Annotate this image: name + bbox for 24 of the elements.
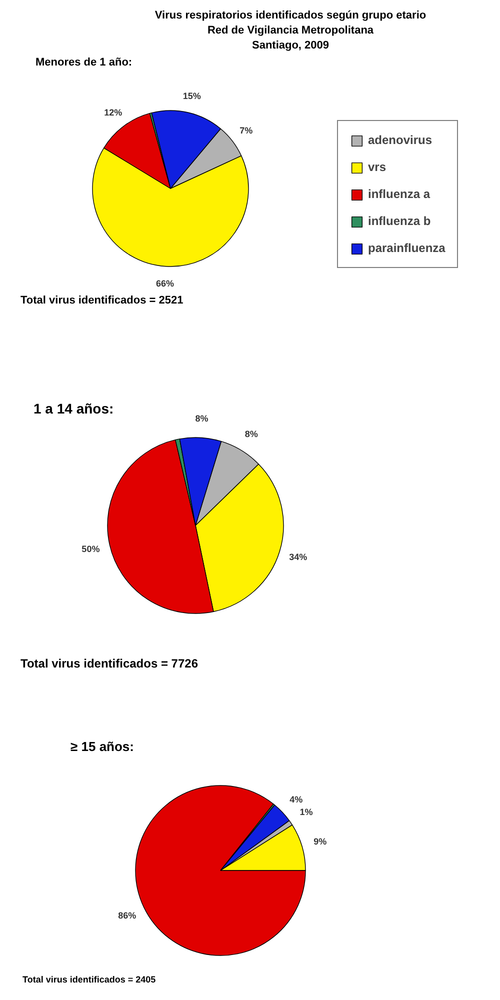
data-label: 9% — [314, 836, 327, 847]
legend-label: influenza a — [368, 187, 430, 201]
data-label: 4% — [290, 794, 303, 805]
text: Total virus identificados = 2405 — [22, 974, 156, 984]
legend-label: adenovirus — [368, 133, 432, 147]
data-label: 34% — [289, 552, 308, 562]
data-label: 8% — [244, 428, 258, 439]
text: Total virus identificados = 7726 — [20, 656, 198, 670]
legend-label: influenza b — [368, 214, 431, 228]
data-label: 50% — [82, 544, 100, 554]
legend-label: parainfluenza — [368, 241, 446, 255]
chart-subtitle: Menores de 1 año: — [36, 56, 132, 68]
data-label: 7% — [240, 126, 253, 136]
data-label: 66% — [156, 278, 174, 289]
data-label: 12% — [104, 108, 122, 118]
chart-subtitle: ≥ 15 años: — [70, 739, 134, 754]
data-label: 86% — [118, 910, 136, 921]
text: Total virus identificados = 2521 — [20, 294, 184, 306]
chart-subtitle: 1 a 14 años: — [34, 400, 114, 416]
data-label: 8% — [195, 413, 208, 424]
data-label: 15% — [182, 90, 201, 101]
data-label: 1% — [300, 807, 313, 818]
chart-title: Virus respiratorios identificados según grupo etario Red de Vigilancia Metropolitana Santiago, 2009 — [154, 10, 426, 52]
legend-label: vrs — [368, 160, 388, 174]
